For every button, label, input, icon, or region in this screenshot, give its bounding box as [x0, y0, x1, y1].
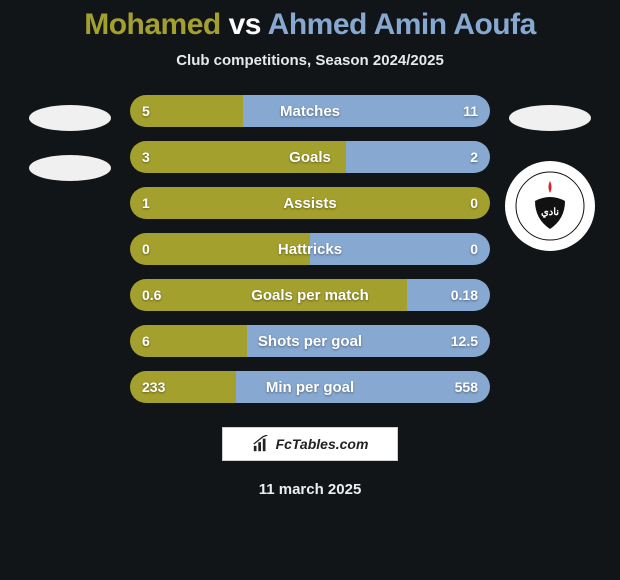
- vs-text: vs: [229, 8, 261, 41]
- stat-bar-left: [130, 187, 490, 219]
- left-team-oval-1: [29, 105, 111, 131]
- right-club-logo: نادي: [505, 161, 595, 251]
- right-badges: نادي: [500, 95, 600, 251]
- stat-row-shots-per-goal: Shots per goal612.5: [130, 325, 490, 357]
- date-text: 11 march 2025: [259, 481, 362, 498]
- stat-bar-left: [130, 279, 407, 311]
- player1-name: Mohamed: [84, 8, 221, 41]
- stat-row-min-per-goal: Min per goal233558: [130, 371, 490, 403]
- stat-bar-right: [247, 325, 490, 357]
- stat-bars: Matches511 Goals32 Assists10 Hattricks00 Goa…: [130, 95, 490, 403]
- comparison-area: Matches511 Goals32 Assists10 Hattricks00 Goa…: [0, 95, 620, 403]
- stat-bar-left: [130, 141, 346, 173]
- stat-bar-left: [130, 95, 243, 127]
- stat-bar-right: [236, 371, 490, 403]
- left-team-oval-2: [29, 155, 111, 181]
- stat-row-assists: Assists10: [130, 187, 490, 219]
- stat-bar-left: [130, 325, 247, 357]
- stat-bar-left: [130, 233, 310, 265]
- stat-bar-right: [243, 95, 491, 127]
- right-team-oval: [509, 105, 591, 131]
- brand-badge: FcTables.com: [222, 427, 398, 461]
- player2-name: Ahmed Amin Aoufa: [268, 8, 536, 41]
- stat-bar-right: [407, 279, 490, 311]
- root: Mohamed vs Ahmed Amin Aoufa Club competi…: [0, 0, 620, 580]
- subtitle: Club competitions, Season 2024/2025: [176, 52, 444, 69]
- page-title: Mohamed vs Ahmed Amin Aoufa: [84, 8, 536, 42]
- stat-row-hattricks: Hattricks00: [130, 233, 490, 265]
- stat-bar-left: [130, 371, 236, 403]
- stat-row-goals-per-match: Goals per match0.60.18: [130, 279, 490, 311]
- left-badges: [20, 95, 120, 181]
- stat-row-goals: Goals32: [130, 141, 490, 173]
- stat-row-matches: Matches511: [130, 95, 490, 127]
- stat-bar-right: [346, 141, 490, 173]
- club-logo-icon: نادي: [515, 171, 585, 241]
- brand-text: FcTables.com: [276, 436, 369, 452]
- svg-text:نادي: نادي: [541, 207, 559, 218]
- brand-logo-icon: [252, 435, 270, 453]
- stat-bar-right: [310, 233, 490, 265]
